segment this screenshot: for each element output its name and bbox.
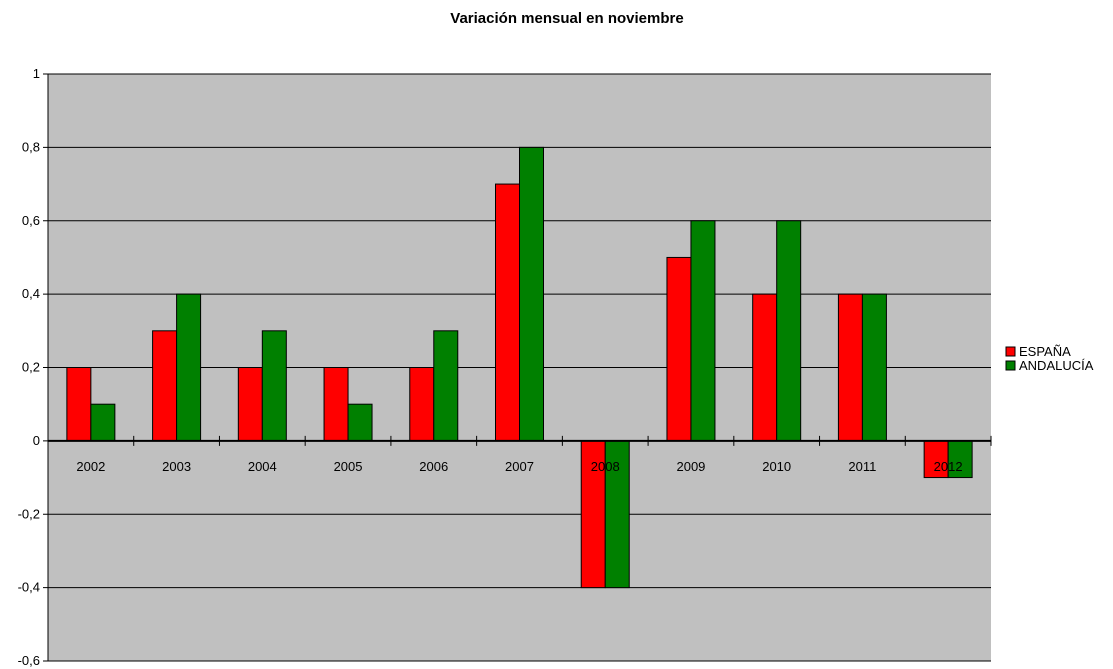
x-tick-label: 2009	[676, 459, 705, 474]
chart-title: Variación mensual en noviembre	[450, 10, 683, 27]
y-tick-label: 0,2	[22, 360, 40, 375]
bar	[519, 146, 544, 442]
bar	[690, 220, 716, 442]
bar	[776, 220, 802, 442]
bar	[323, 367, 349, 442]
x-tick-label: 2006	[419, 459, 448, 474]
y-tick-label: -0,6	[18, 653, 40, 668]
bars	[66, 146, 973, 589]
bar	[604, 440, 630, 589]
y-tick-label: 0,6	[22, 213, 40, 228]
y-tick-label: 0,4	[22, 286, 40, 301]
bar	[861, 293, 887, 442]
x-tick-label: 2003	[162, 459, 191, 474]
legend-label: ANDALUCÍA	[1019, 358, 1094, 373]
x-tick-label: 2005	[334, 459, 363, 474]
bar	[347, 403, 373, 442]
x-tick-labels: 2002 2003 2004 2005 2006 2007 2008 2009 2010 2011…	[76, 459, 962, 474]
y-tick-label: -0,2	[18, 506, 40, 521]
bar	[152, 330, 178, 442]
y-tick-labels: -0,6 -0,4 -0,2 0 0,2 0,4 0,6 0,8 1	[18, 66, 40, 668]
x-tick-label: 2012	[934, 459, 963, 474]
axes	[43, 73, 992, 662]
bar	[837, 293, 863, 442]
bar	[752, 293, 778, 442]
x-tick-label: 2008	[591, 459, 620, 474]
bar	[176, 293, 202, 442]
x-tick-label: 2007	[505, 459, 534, 474]
bar	[580, 440, 606, 589]
bar	[237, 367, 263, 442]
bar	[261, 330, 287, 442]
bar	[90, 403, 116, 442]
legend-swatch	[1005, 360, 1016, 371]
bar	[433, 330, 459, 442]
bar	[666, 256, 692, 442]
x-tick-label: 2004	[248, 459, 277, 474]
y-tick-label: 1	[33, 66, 40, 81]
y-tick-label: 0,8	[22, 139, 40, 154]
x-tick-label: 2011	[848, 459, 876, 474]
bar	[409, 367, 435, 442]
bar	[495, 183, 520, 442]
bar	[66, 367, 92, 442]
bar	[923, 440, 949, 479]
y-tick-label: -0,4	[18, 580, 40, 595]
legend-label: ESPAÑA	[1019, 344, 1071, 359]
y-tick-label: 0	[33, 433, 40, 448]
x-tick-label: 2010	[762, 459, 791, 474]
bar	[947, 440, 973, 479]
legend-swatch	[1005, 346, 1016, 357]
x-tick-label: 2002	[76, 459, 105, 474]
